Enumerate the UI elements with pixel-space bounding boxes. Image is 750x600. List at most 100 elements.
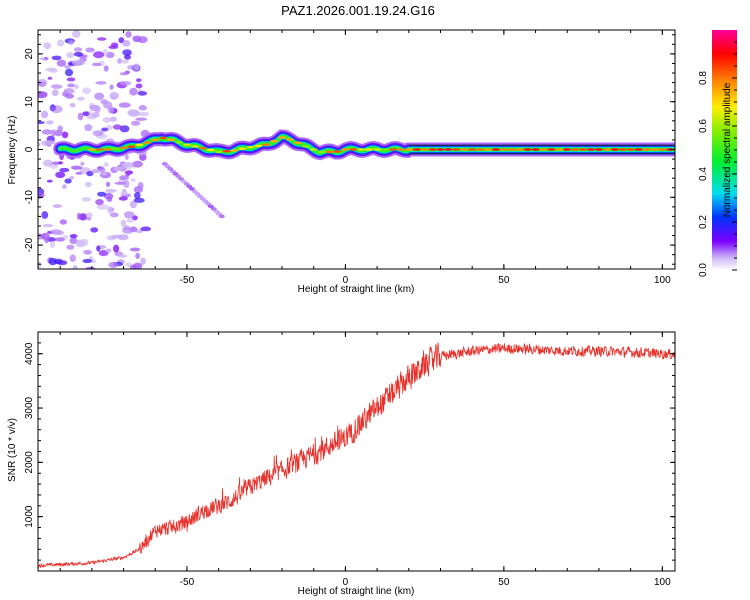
- spectrogram-noise-blob: [94, 92, 105, 101]
- spectrogram-noise-blob: [84, 124, 93, 132]
- spectrogram-noise-blob: [122, 49, 132, 56]
- spectrogram-ridge-peak: [159, 136, 168, 140]
- spectrogram-noise-blob: [56, 59, 67, 67]
- spectrogram-noise-blob: [78, 213, 88, 221]
- spectrogram-noise-blob: [74, 84, 79, 90]
- spectrogram-noise-blob: [137, 36, 148, 44]
- spectrogram-ridge-peak: [634, 148, 643, 151]
- spectrogram-noise-blob: [120, 191, 129, 196]
- snr-xtick-label: 50: [498, 577, 510, 588]
- spectrogram-noise-blob: [38, 91, 48, 99]
- spectrogram-axes: -50 0 50 100 -20 -10 0 10 20: [24, 30, 675, 286]
- spectrogram-ridge-peak: [119, 146, 128, 150]
- spectrogram-noise-blob: [76, 212, 81, 220]
- spectrogram-noise-blob: [119, 175, 130, 181]
- spectrogram-xtick-label: 100: [654, 275, 671, 286]
- spectrogram-noise-blob: [112, 124, 122, 130]
- spectrogram-ridge-peak: [309, 148, 318, 151]
- spectrogram-noise-blob: [103, 162, 109, 167]
- spectrogram-noise-blob: [130, 161, 143, 168]
- spectrogram-noise-blob: [140, 226, 152, 232]
- spectrogram-noise-blob: [59, 167, 70, 173]
- colorbar-tick-label: 0.4: [698, 167, 709, 181]
- snr-ytick-label: 4000: [24, 342, 35, 365]
- spectrogram-noise-blob: [85, 212, 93, 219]
- spectrogram-noise-blob: [72, 265, 78, 269]
- spectrogram-ridge-peak: [539, 148, 548, 151]
- spectrogram-noise-blob: [119, 81, 132, 86]
- spectrogram-ridge-peak: [333, 150, 342, 153]
- spectrogram-noise-blob: [120, 219, 127, 227]
- spectrogram-streak-blob: [218, 214, 225, 219]
- spectrogram-ytick-label: 20: [24, 48, 35, 60]
- spectrogram-noise-blob: [140, 257, 146, 265]
- spectrogram-ridge-peak: [428, 148, 437, 151]
- spectrogram-noise-blob: [109, 91, 119, 100]
- spectrogram-ridge-peak: [349, 148, 358, 151]
- spectrogram-xlabel: Height of straight line (km): [298, 284, 415, 295]
- snr-xtick-label: 100: [654, 577, 671, 588]
- spectrogram-ridge-peak: [460, 148, 469, 151]
- spectrogram-noise-blob: [118, 37, 125, 44]
- spectrogram-ridge-peak: [190, 145, 199, 148]
- spectrogram-ridge-peak: [381, 148, 389, 151]
- spectrogram-noise-blob: [137, 182, 144, 189]
- spectrogram-noise-blob: [41, 110, 49, 119]
- spectrogram-ridge-peak: [325, 150, 334, 154]
- spectrogram-streak-blob: [167, 167, 174, 171]
- spectrogram-ridge-peak: [95, 148, 104, 151]
- spectrogram-noise-blob: [69, 234, 78, 239]
- spectrogram-noise-blob: [124, 211, 135, 219]
- spectrogram-ridge-peak: [412, 148, 421, 151]
- spectrogram-noise-blob: [47, 76, 53, 80]
- spectrogram-ridge-peak: [436, 148, 445, 151]
- spectrogram-ridge-peak: [507, 148, 516, 151]
- snr-series-line: [38, 342, 675, 568]
- spectrogram-noise-blob: [72, 59, 84, 67]
- spectrogram-noise-blob: [46, 179, 53, 183]
- spectrogram-noise-blob: [80, 162, 85, 166]
- spectrogram-ridge-peak: [103, 148, 112, 151]
- spectrogram-noise-blob: [104, 188, 117, 193]
- spectrogram-noise-blob: [119, 72, 129, 76]
- spectrogram-noise-blob: [133, 197, 145, 203]
- spectrogram-noise-blob: [95, 199, 104, 206]
- spectrogram-noise-blob: [135, 83, 143, 89]
- spectrogram-noise-blob: [63, 88, 75, 94]
- spectrogram-noise-blob: [51, 129, 56, 137]
- spectrogram-noise-blob: [101, 171, 107, 176]
- spectrogram-ridge-peak: [642, 148, 651, 151]
- spectrogram-noise-blob: [124, 54, 131, 60]
- spectrogram-noise-blob: [106, 196, 113, 202]
- spectrogram-noise-blob: [41, 140, 53, 146]
- spectrogram-ridge-peak: [365, 148, 374, 151]
- spectrogram-noise-blob: [97, 191, 107, 197]
- spectrogram-noise-blob: [41, 211, 49, 219]
- spectrogram-noise-blob: [64, 68, 74, 77]
- spectrogram-noise-blob: [58, 161, 63, 165]
- spectrogram-xtick-label: 50: [498, 275, 510, 286]
- spectrogram-noise-blob: [128, 110, 141, 117]
- spectrogram-ridge-peak: [523, 148, 532, 151]
- spectrogram-noise-blob: [52, 89, 59, 97]
- spectrogram-noise-blob: [92, 130, 104, 137]
- spectrogram-noise-blob: [44, 56, 49, 61]
- spectrogram-ridge-peak: [594, 148, 603, 151]
- spectrogram-noise-blob: [138, 111, 150, 117]
- spectrogram-noise-blob: [101, 127, 109, 132]
- spectrogram-noise-blob: [131, 120, 141, 126]
- spectrogram-noise-blob: [110, 42, 119, 48]
- spectrogram-noise-blob: [43, 42, 52, 50]
- spectrogram-noise-blob: [85, 47, 95, 53]
- spectrogram-ridge-peak: [547, 148, 556, 151]
- spectrogram-noise-blob: [109, 84, 114, 90]
- spectrogram-ridge-peak: [444, 148, 453, 151]
- spectrogram-noise-blob: [125, 31, 132, 38]
- spectrogram-noise-blob: [107, 105, 115, 114]
- spectrogram-noise-blob: [82, 111, 90, 116]
- spectrogram-noise-blob: [130, 264, 137, 269]
- spectrogram-noise-blob: [133, 63, 140, 71]
- spectrogram-noise-blob: [73, 51, 84, 57]
- spectrogram-noise-blob: [134, 192, 141, 199]
- spectrogram-noise-blob: [91, 168, 101, 174]
